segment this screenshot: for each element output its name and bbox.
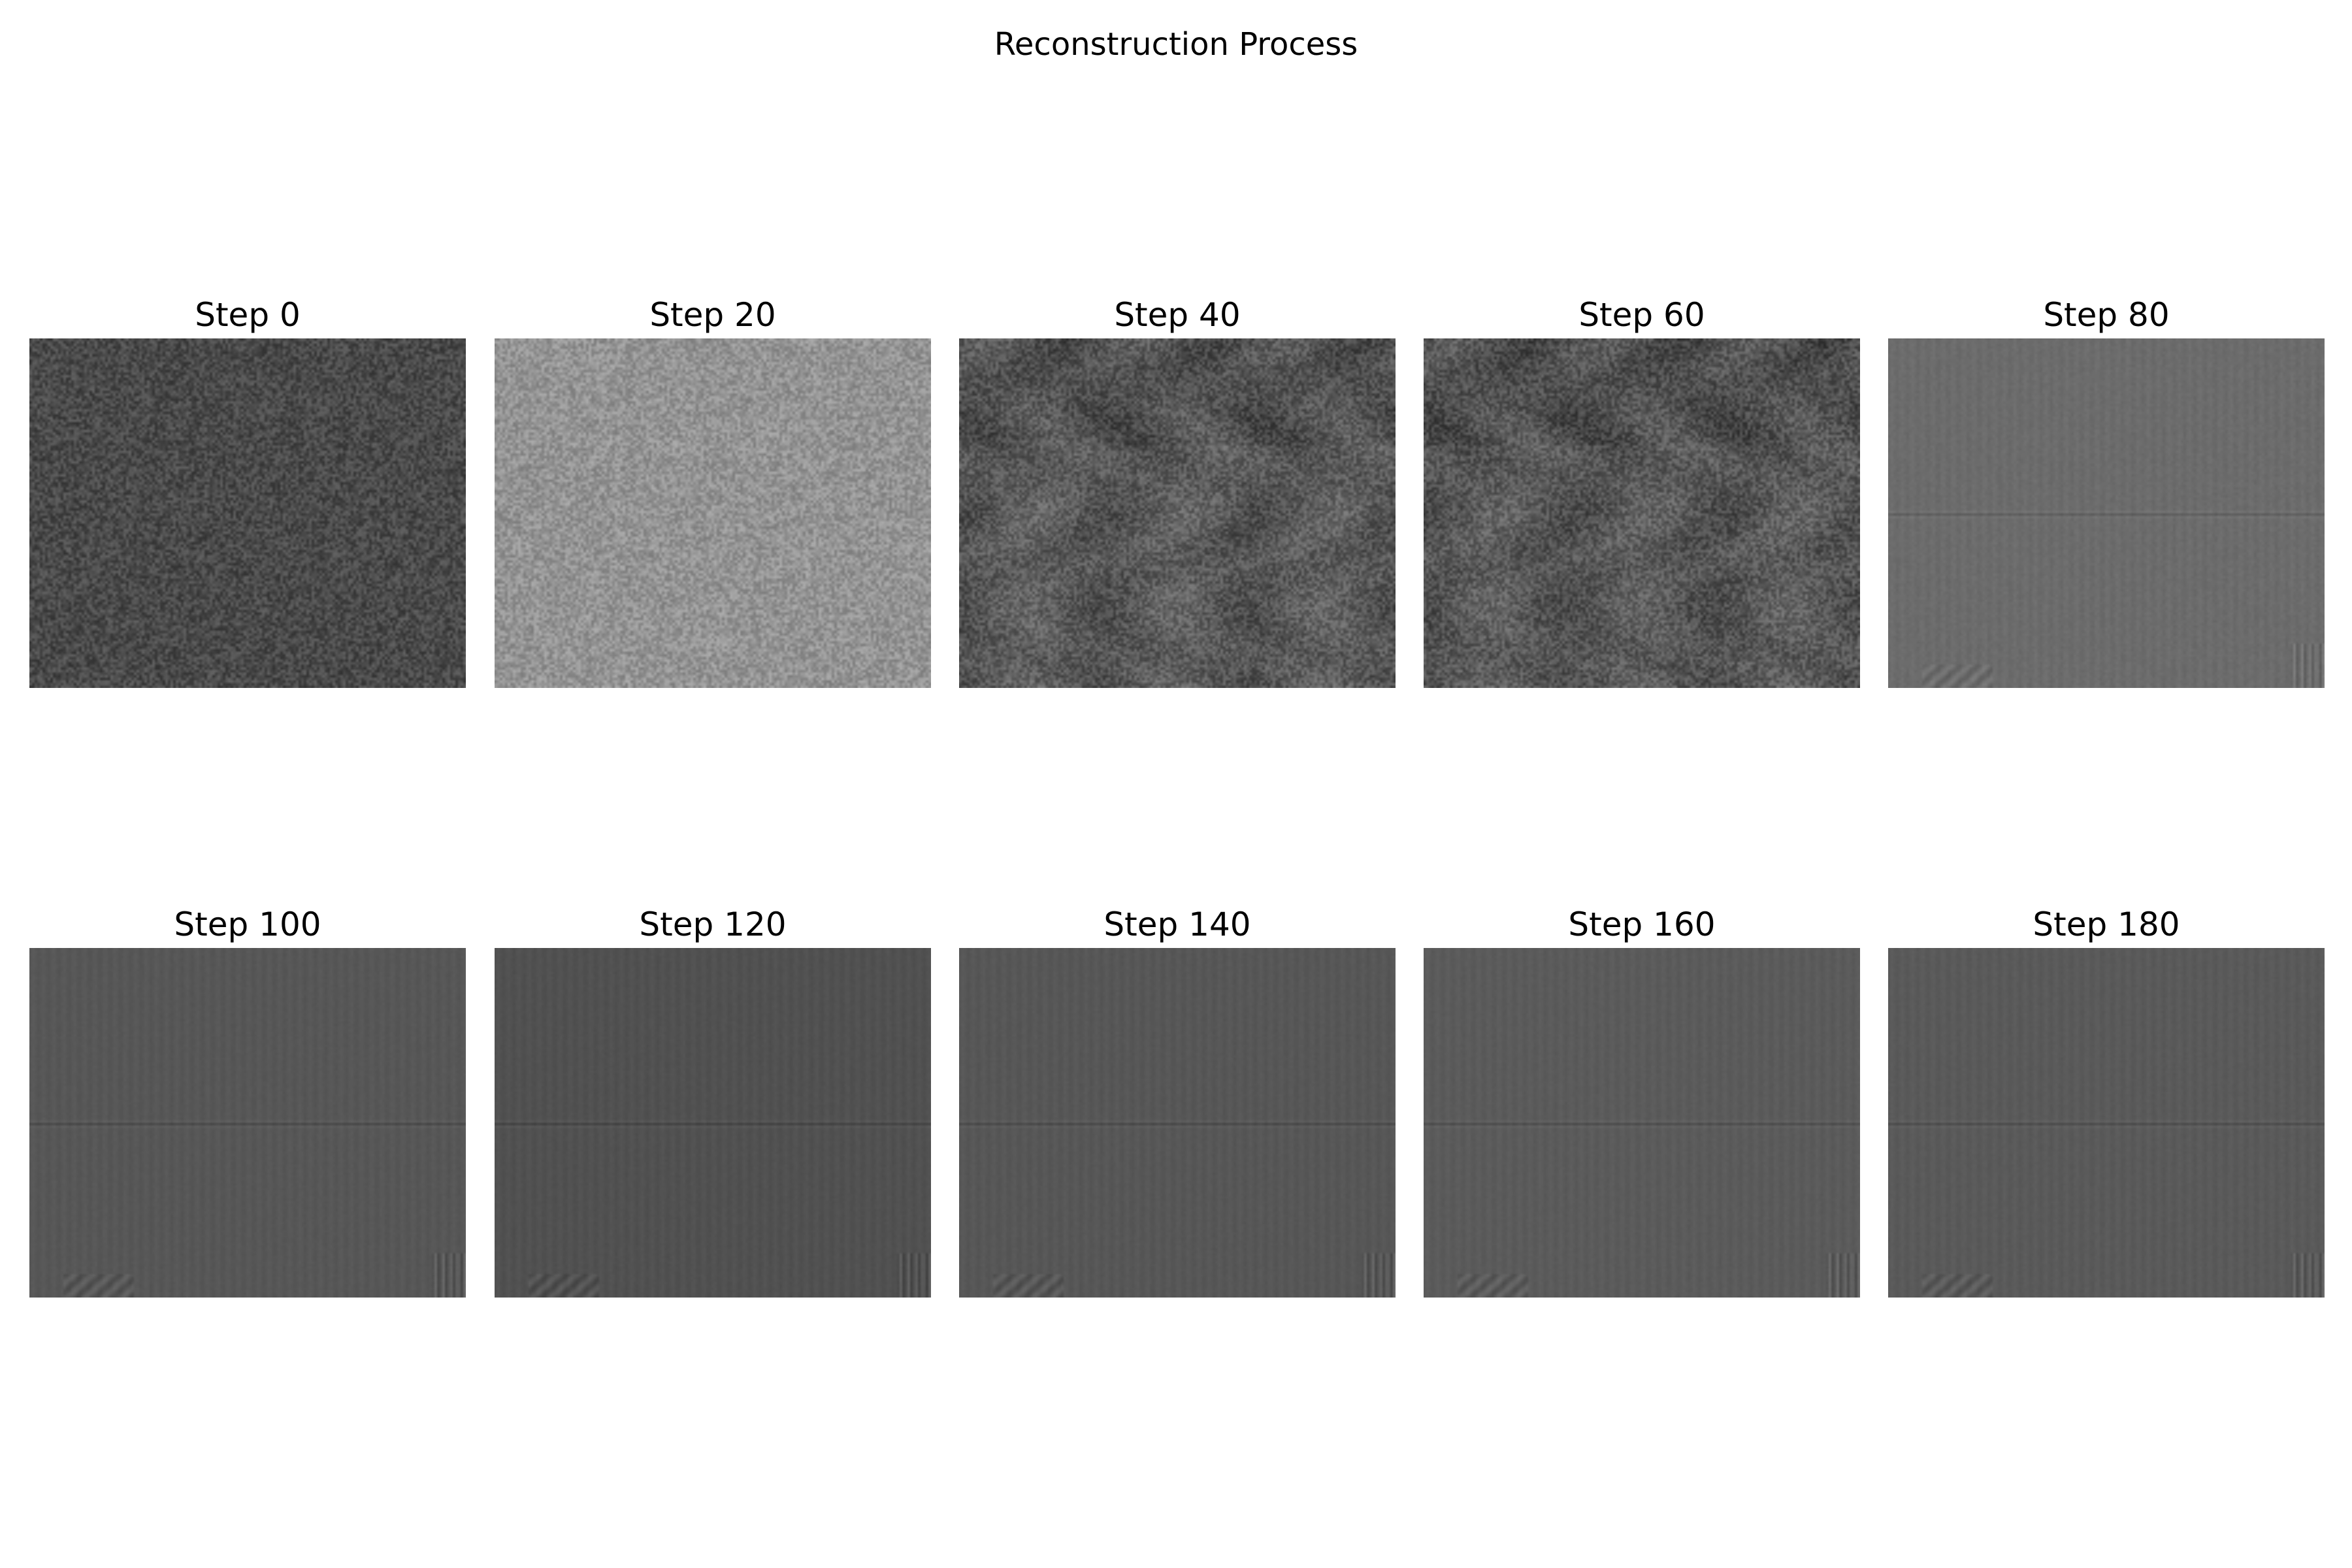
panel-step-120: Step 120 — [495, 906, 931, 1298]
panel-step-160: Step 160 — [1424, 906, 1860, 1298]
panel-title: Step 40 — [1114, 296, 1241, 334]
reconstruction-image — [959, 948, 1396, 1298]
reconstruction-image — [1888, 338, 2325, 688]
reconstruction-image — [1424, 948, 1860, 1298]
reconstruction-image — [29, 948, 466, 1298]
reconstruction-image — [959, 338, 1396, 688]
reconstruction-image — [1888, 948, 2325, 1298]
figure-title: Reconstruction Process — [994, 26, 1358, 63]
reconstruction-image — [495, 948, 931, 1298]
panel-title: Step 120 — [639, 906, 787, 943]
panel-step-40: Step 40 — [959, 296, 1396, 688]
panel-title: Step 0 — [195, 296, 301, 334]
reconstruction-image — [1424, 338, 1860, 688]
panel-step-80: Step 80 — [1888, 296, 2325, 688]
reconstruction-image — [495, 338, 931, 688]
panel-step-140: Step 140 — [959, 906, 1396, 1298]
panel-title: Step 140 — [1103, 906, 1251, 943]
panel-step-20: Step 20 — [495, 296, 931, 688]
panel-step-60: Step 60 — [1424, 296, 1860, 688]
reconstruction-image — [29, 338, 466, 688]
panel-title: Step 160 — [1568, 906, 1716, 943]
panel-title: Step 100 — [174, 906, 321, 943]
panel-step-100: Step 100 — [29, 906, 466, 1298]
panel-step-0: Step 0 — [29, 296, 466, 688]
panel-title: Step 20 — [649, 296, 776, 334]
panel-title: Step 80 — [2043, 296, 2170, 334]
panel-title: Step 180 — [2033, 906, 2180, 943]
panel-title: Step 60 — [1578, 296, 1705, 334]
panel-step-180: Step 180 — [1888, 906, 2325, 1298]
